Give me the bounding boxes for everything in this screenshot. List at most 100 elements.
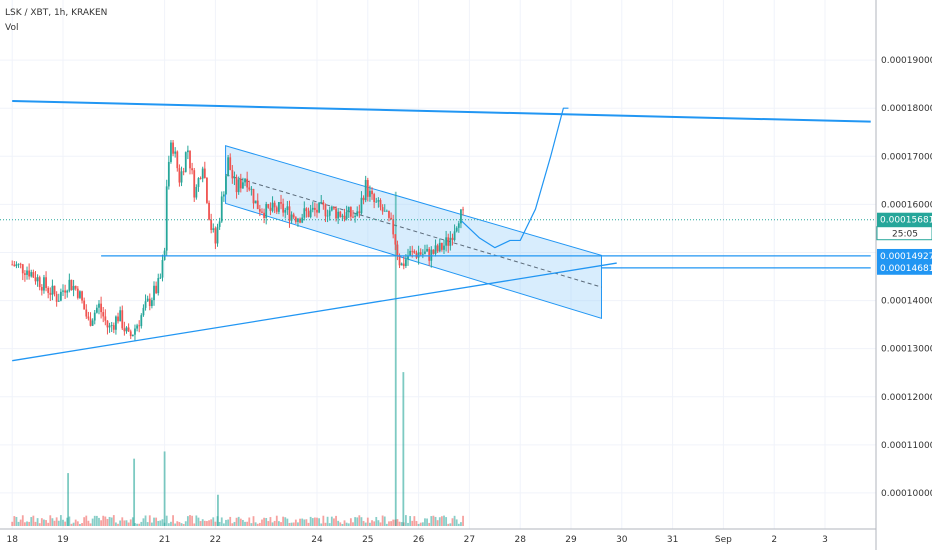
candle-body — [144, 301, 147, 308]
candle-body — [411, 250, 414, 252]
volume-bar — [193, 523, 196, 526]
candle-body — [297, 218, 299, 222]
volume-spike — [67, 473, 69, 526]
volume-bar — [428, 522, 431, 526]
volume-bar — [311, 518, 314, 526]
candle-body — [400, 263, 403, 266]
candle-body — [362, 197, 365, 201]
volume-bar — [210, 519, 213, 526]
candle-body — [59, 291, 62, 301]
candle-body — [428, 248, 431, 261]
volume-bar — [453, 515, 456, 526]
candle-body — [318, 202, 321, 213]
candle-body — [102, 312, 105, 317]
candle-body — [254, 200, 257, 204]
price-badge-value: 0.000149273 — [880, 252, 932, 262]
volume-bar — [189, 515, 191, 526]
volume-spike — [217, 494, 219, 526]
channel-drawing[interactable] — [225, 145, 602, 320]
y-tick-label: 0.000190000 — [881, 56, 932, 66]
volume-bar — [413, 516, 416, 526]
candle-body — [330, 206, 333, 211]
candle-body — [131, 334, 134, 337]
volume-bar — [322, 515, 325, 526]
volume-bar — [85, 515, 88, 526]
volume-bar — [119, 520, 122, 526]
volume-bar — [358, 515, 361, 526]
candle-body — [222, 194, 225, 197]
candle-body — [424, 251, 426, 254]
candle-body — [326, 215, 329, 217]
volume-bar — [326, 516, 329, 526]
candle-body — [248, 187, 251, 190]
x-tick-label: 18 — [6, 535, 18, 545]
trend-lines[interactable] — [0, 99, 876, 362]
volume-bar — [229, 516, 232, 526]
candle-body — [462, 209, 464, 211]
candle-body — [115, 316, 117, 330]
y-tick-label: 0.000110000 — [881, 441, 932, 451]
candle-body — [373, 194, 376, 203]
volume-bar — [127, 522, 130, 526]
candle-body — [70, 279, 73, 291]
candle-body — [239, 179, 242, 189]
candle-body — [182, 171, 185, 173]
candle-body — [140, 315, 143, 327]
candle-body — [40, 287, 43, 291]
volume-bar — [227, 519, 229, 526]
volume-bar — [131, 517, 134, 526]
candle-body — [201, 168, 204, 179]
x-tick-label: 30 — [616, 535, 628, 545]
volume-bar — [123, 520, 126, 526]
candle-body — [440, 242, 443, 250]
volume-bar — [341, 523, 344, 526]
volume-bar — [282, 516, 285, 526]
volume-bar — [233, 521, 236, 526]
candle-body — [335, 208, 337, 219]
resistance-trend-line — [12, 99, 871, 123]
volume-bar — [129, 519, 132, 526]
candle-body — [356, 211, 359, 216]
candle-body — [100, 303, 102, 313]
candle-body — [311, 207, 314, 210]
volume-bar — [38, 523, 41, 526]
x-tick-label: 3 — [822, 535, 828, 545]
volume-bar — [146, 522, 149, 526]
volume-bar — [182, 523, 185, 526]
candle-body — [250, 188, 253, 190]
x-tick-label: 29 — [565, 535, 577, 545]
volume-bar — [153, 517, 155, 526]
candle-body — [53, 285, 56, 295]
candle-body — [214, 228, 217, 244]
candle-body — [195, 186, 198, 198]
candle-body — [324, 204, 327, 217]
volume-bar — [87, 520, 90, 526]
volume-bar — [273, 520, 276, 526]
volume-bar — [51, 518, 54, 526]
volume-bar — [339, 522, 342, 526]
candle-body — [62, 290, 64, 292]
candle-body — [290, 214, 293, 221]
volume-bar — [460, 522, 462, 526]
candle-body — [328, 210, 331, 216]
volume-bar — [316, 517, 318, 526]
y-tick-label: 0.000130000 — [881, 345, 932, 355]
volume-bar — [148, 515, 151, 526]
volume-bar — [203, 520, 206, 526]
volume-bar — [383, 516, 386, 526]
candle-body — [30, 272, 33, 277]
volume-bar — [49, 515, 52, 526]
candle-body — [74, 285, 77, 289]
support-trend-line — [12, 262, 617, 362]
candle-body — [371, 190, 373, 195]
candle-body — [199, 178, 202, 179]
candle-body — [112, 325, 115, 330]
candle-body — [11, 264, 14, 266]
volume-bar — [21, 515, 24, 526]
candle-body — [136, 325, 138, 329]
volume-bar — [222, 523, 225, 526]
volume-bar — [278, 521, 280, 526]
volume-bar — [30, 517, 33, 526]
